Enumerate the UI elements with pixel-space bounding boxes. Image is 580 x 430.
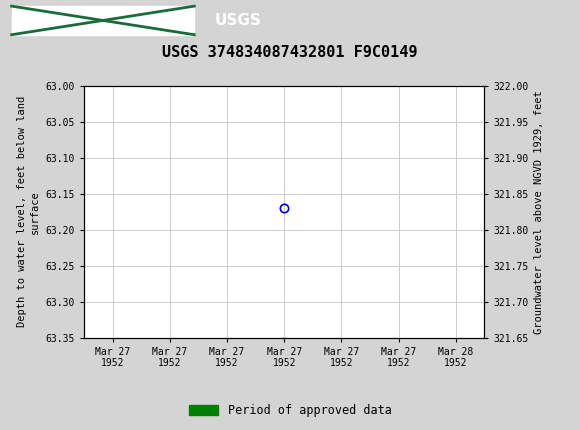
Text: USGS 374834087432801 F9C0149: USGS 374834087432801 F9C0149	[162, 45, 418, 60]
Legend: Period of approved data: Period of approved data	[184, 399, 396, 422]
Y-axis label: Depth to water level, feet below land
surface: Depth to water level, feet below land su…	[17, 96, 40, 327]
Text: USGS: USGS	[215, 13, 262, 28]
Y-axis label: Groundwater level above NGVD 1929, feet: Groundwater level above NGVD 1929, feet	[534, 90, 544, 334]
FancyBboxPatch shape	[12, 6, 194, 35]
